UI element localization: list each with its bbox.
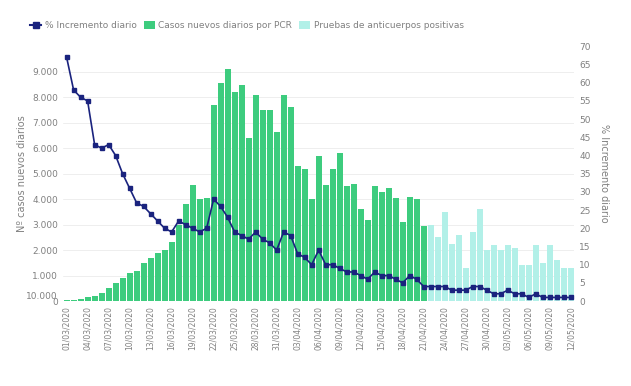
Bar (316, 156, 322, 301)
Bar (98, 293, 105, 301)
Bar (449, 260, 455, 301)
Legend: % Incremento diario, Casos nuevos diarios por PCR, Pruebas de anticuerpos positi: % Incremento diario, Casos nuevos diario… (27, 18, 468, 34)
Bar (546, 245, 553, 301)
Bar (245, 138, 252, 301)
Y-axis label: Nº casos nuevos diarios: Nº casos nuevos diarios (17, 115, 27, 232)
Bar (197, 199, 203, 301)
Bar (505, 245, 510, 301)
Bar (302, 169, 308, 301)
Bar (113, 283, 119, 301)
Bar (568, 291, 574, 301)
Bar (358, 209, 363, 301)
Bar (484, 250, 490, 301)
Bar (225, 69, 230, 301)
Bar (498, 250, 504, 301)
Bar (182, 204, 189, 301)
Bar (540, 263, 546, 301)
Bar (469, 232, 476, 301)
Bar (476, 209, 483, 301)
Bar (512, 273, 517, 301)
Bar (546, 296, 553, 301)
Bar (127, 273, 133, 301)
Bar (365, 220, 370, 301)
Bar (491, 273, 497, 301)
Bar (456, 258, 462, 301)
Bar (428, 237, 433, 301)
Bar (456, 235, 462, 301)
Bar (85, 297, 91, 301)
Bar (561, 296, 567, 301)
Bar (274, 132, 280, 301)
Bar (204, 198, 209, 301)
Bar (533, 245, 539, 301)
Bar (267, 110, 273, 301)
Bar (288, 107, 293, 301)
Bar (476, 255, 483, 301)
Bar (491, 245, 497, 301)
Bar (218, 83, 223, 301)
Bar (351, 184, 357, 301)
Bar (442, 258, 447, 301)
Bar (442, 212, 447, 301)
Bar (162, 250, 168, 301)
Bar (505, 268, 510, 301)
Bar (526, 293, 532, 301)
Bar (421, 226, 427, 301)
Bar (519, 277, 524, 301)
Bar (211, 105, 216, 301)
Bar (554, 260, 560, 301)
Bar (329, 169, 336, 301)
Bar (232, 92, 238, 301)
Bar (322, 185, 329, 301)
Text: 10.000: 10.000 (27, 292, 58, 301)
Bar (295, 166, 300, 301)
Bar (379, 191, 385, 301)
Bar (449, 244, 455, 301)
Bar (120, 278, 126, 301)
Bar (498, 276, 504, 301)
Bar (386, 188, 392, 301)
Bar (281, 95, 286, 301)
Bar (463, 268, 469, 301)
Bar (155, 253, 161, 301)
Y-axis label: % Incremento diario: % Incremento diario (599, 124, 609, 223)
Bar (568, 268, 574, 301)
Bar (519, 266, 524, 301)
Bar (372, 186, 377, 301)
Bar (399, 222, 406, 301)
Bar (428, 225, 433, 301)
Bar (463, 268, 469, 301)
Bar (105, 288, 112, 301)
Bar (141, 263, 146, 301)
Bar (392, 198, 399, 301)
Bar (190, 185, 196, 301)
Bar (64, 300, 69, 301)
Bar (540, 290, 546, 301)
Bar (260, 110, 266, 301)
Bar (484, 260, 490, 301)
Bar (239, 85, 245, 301)
Bar (533, 272, 539, 301)
Bar (148, 258, 153, 301)
Bar (469, 260, 476, 301)
Bar (309, 199, 315, 301)
Bar (91, 296, 98, 301)
Bar (526, 266, 532, 301)
Bar (134, 271, 139, 301)
Bar (78, 298, 83, 301)
Bar (175, 225, 182, 301)
Bar (435, 237, 440, 301)
Bar (512, 247, 517, 301)
Bar (168, 242, 175, 301)
Bar (414, 199, 420, 301)
Bar (435, 240, 440, 301)
Bar (252, 95, 259, 301)
Bar (337, 153, 343, 301)
Bar (71, 300, 76, 301)
Bar (554, 292, 560, 301)
Bar (561, 268, 567, 301)
Bar (407, 196, 413, 301)
Bar (344, 186, 350, 301)
